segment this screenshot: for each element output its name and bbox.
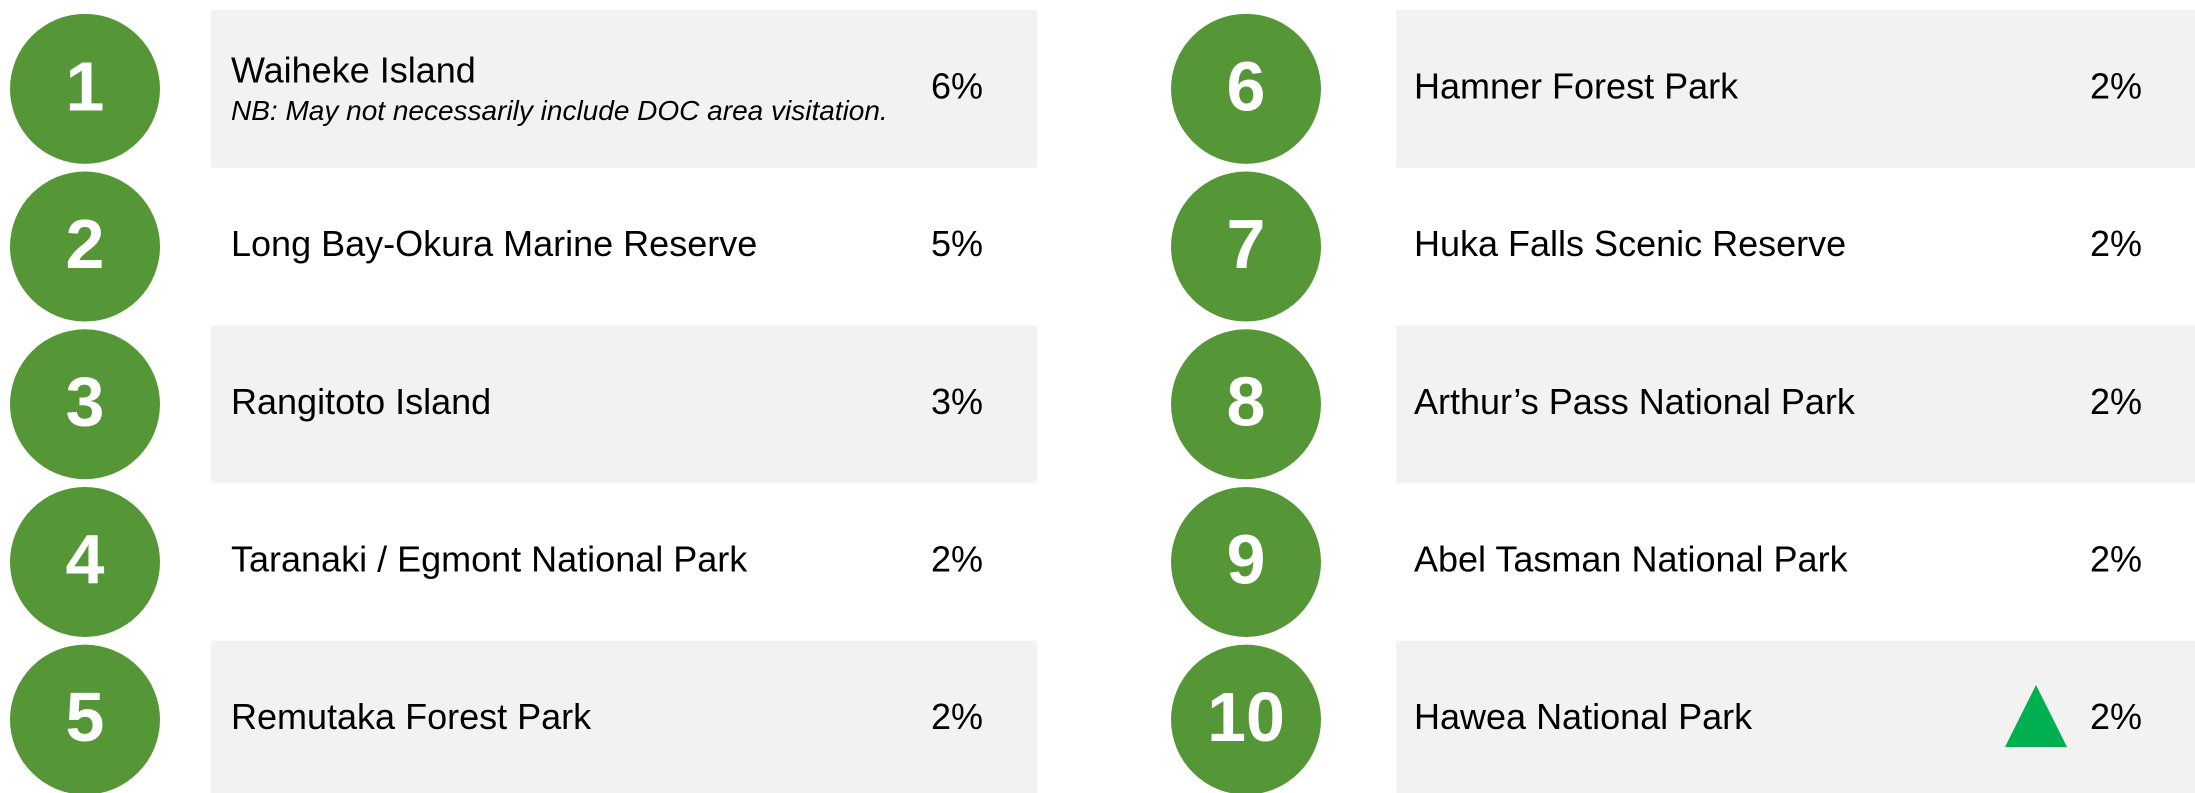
row-band <box>1396 10 2195 168</box>
place-name: Huka Falls Scenic Reserve <box>1414 223 1846 264</box>
up-arrow-icon <box>2005 685 2067 747</box>
rank-number: 6 <box>1227 47 1266 125</box>
rank-number: 1 <box>66 47 105 125</box>
rank-number: 9 <box>1227 520 1266 598</box>
share: 2% <box>2090 696 2142 737</box>
place-name: Remutaka Forest Park <box>231 696 592 737</box>
content: 1 Waiheke Island NB: May not necessarily i… <box>10 13 2142 793</box>
share: 5% <box>931 223 983 264</box>
rank-badge <box>1171 644 1321 793</box>
place-name: Waiheke Island <box>231 49 476 90</box>
place-note: NB: May not necessarily include DOC area… <box>231 95 888 126</box>
share: 2% <box>931 696 983 737</box>
rank-number: 8 <box>1227 363 1266 441</box>
row-band <box>211 325 1037 484</box>
rank-badge <box>10 13 160 164</box>
place-name: Hawea National Park <box>1414 696 1753 737</box>
rank-badge <box>10 486 160 637</box>
share: 2% <box>2090 538 2142 579</box>
rank-number: 5 <box>66 678 105 756</box>
share: 2% <box>931 538 983 579</box>
rank-badge <box>1171 13 1321 164</box>
place-name: Abel Tasman National Park <box>1414 538 1849 579</box>
row-band <box>211 10 1037 168</box>
place-name: Long Bay-Okura Marine Reserve <box>231 223 757 264</box>
share: 2% <box>2090 381 2142 422</box>
share: 2% <box>2090 65 2142 106</box>
place-name: Arthur’s Pass National Park <box>1414 381 1856 422</box>
share: 6% <box>931 65 983 106</box>
row-band <box>211 640 1037 793</box>
rank-number: 2 <box>66 205 105 283</box>
rank-number: 3 <box>66 363 105 441</box>
rank-badge <box>1171 329 1321 480</box>
share: 3% <box>931 381 983 422</box>
row-band <box>1396 640 2195 793</box>
place-name: Hamner Forest Park <box>1414 65 1739 106</box>
place-name: Taranaki / Egmont National Park <box>231 538 748 579</box>
rank-badge <box>10 329 160 480</box>
rank-badge <box>10 171 160 322</box>
rank-badge <box>1171 171 1321 322</box>
rank-badge <box>1171 486 1321 637</box>
rank-number: 4 <box>66 520 105 598</box>
bands <box>211 10 2195 793</box>
rank-number: 7 <box>1227 205 1266 283</box>
place-name: Rangitoto Island <box>231 381 491 422</box>
share: 2% <box>2090 223 2142 264</box>
rank-number: 10 <box>1207 678 1285 756</box>
rank-badge <box>10 644 160 793</box>
row-band <box>1396 325 2195 484</box>
